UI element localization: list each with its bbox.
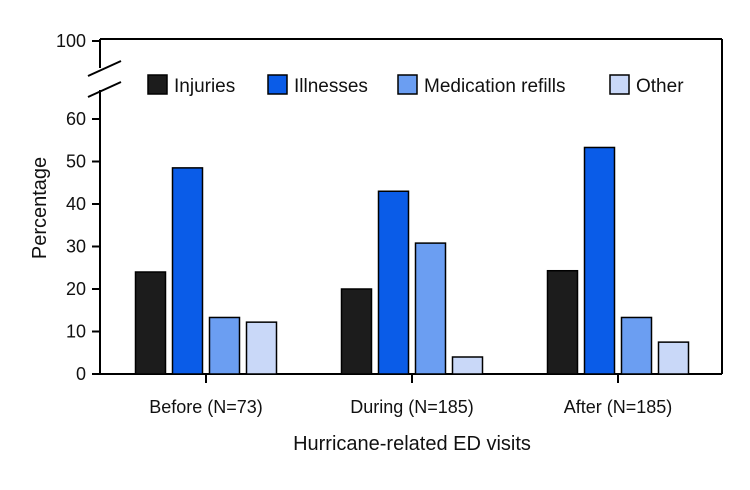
bar-injuries (546, 269, 579, 375)
x-tick-label: During (N=185) (350, 397, 474, 417)
axis-break-mark-lower (87, 81, 122, 98)
bars (134, 146, 690, 375)
y-tick-label: 30 (66, 237, 86, 257)
axes: 0 10 20 30 40 50 60 100 Before (N=73) During (N=1… (56, 31, 723, 417)
y-tick-label: 50 (66, 152, 86, 172)
bar-illnesses (583, 146, 616, 375)
bar-injuries (134, 271, 167, 375)
y-tick-label: 60 (66, 109, 86, 129)
legend: Injuries Illnesses Medication refills Other (147, 74, 684, 97)
x-tick-label: After (N=185) (564, 397, 673, 417)
legend-swatch (609, 74, 630, 95)
axis-labels: Percentage Hurricane-related ED visits (29, 157, 531, 455)
x-tick-label: Before (N=73) (149, 397, 263, 417)
legend-label: Other (636, 76, 684, 97)
bar-medication-refills (620, 316, 653, 375)
axis-break-mark-upper (87, 60, 122, 77)
legend-label: Medication refills (424, 76, 566, 97)
x-axis-label: Hurricane-related ED visits (293, 433, 531, 455)
y-tick-label: 10 (66, 322, 86, 342)
legend-swatch (397, 74, 418, 95)
bar-medication-refills (208, 316, 241, 375)
y-axis-label: Percentage (29, 157, 51, 259)
legend-swatch (147, 74, 168, 95)
bar-other (657, 341, 690, 375)
bar-other (451, 356, 484, 375)
legend-label: Injuries (174, 76, 235, 97)
bar-injuries (340, 288, 373, 375)
y-tick-label: 20 (66, 279, 86, 299)
y-tick-label: 40 (66, 194, 86, 214)
legend-label: Illnesses (294, 76, 368, 97)
y-tick-label: 0 (76, 364, 86, 384)
bar-illnesses (377, 190, 410, 375)
bar-medication-refills (414, 242, 447, 375)
bar-illnesses (171, 167, 204, 375)
legend-swatch (267, 74, 288, 95)
bar-other (245, 321, 278, 375)
y-tick-label: 100 (56, 31, 86, 51)
